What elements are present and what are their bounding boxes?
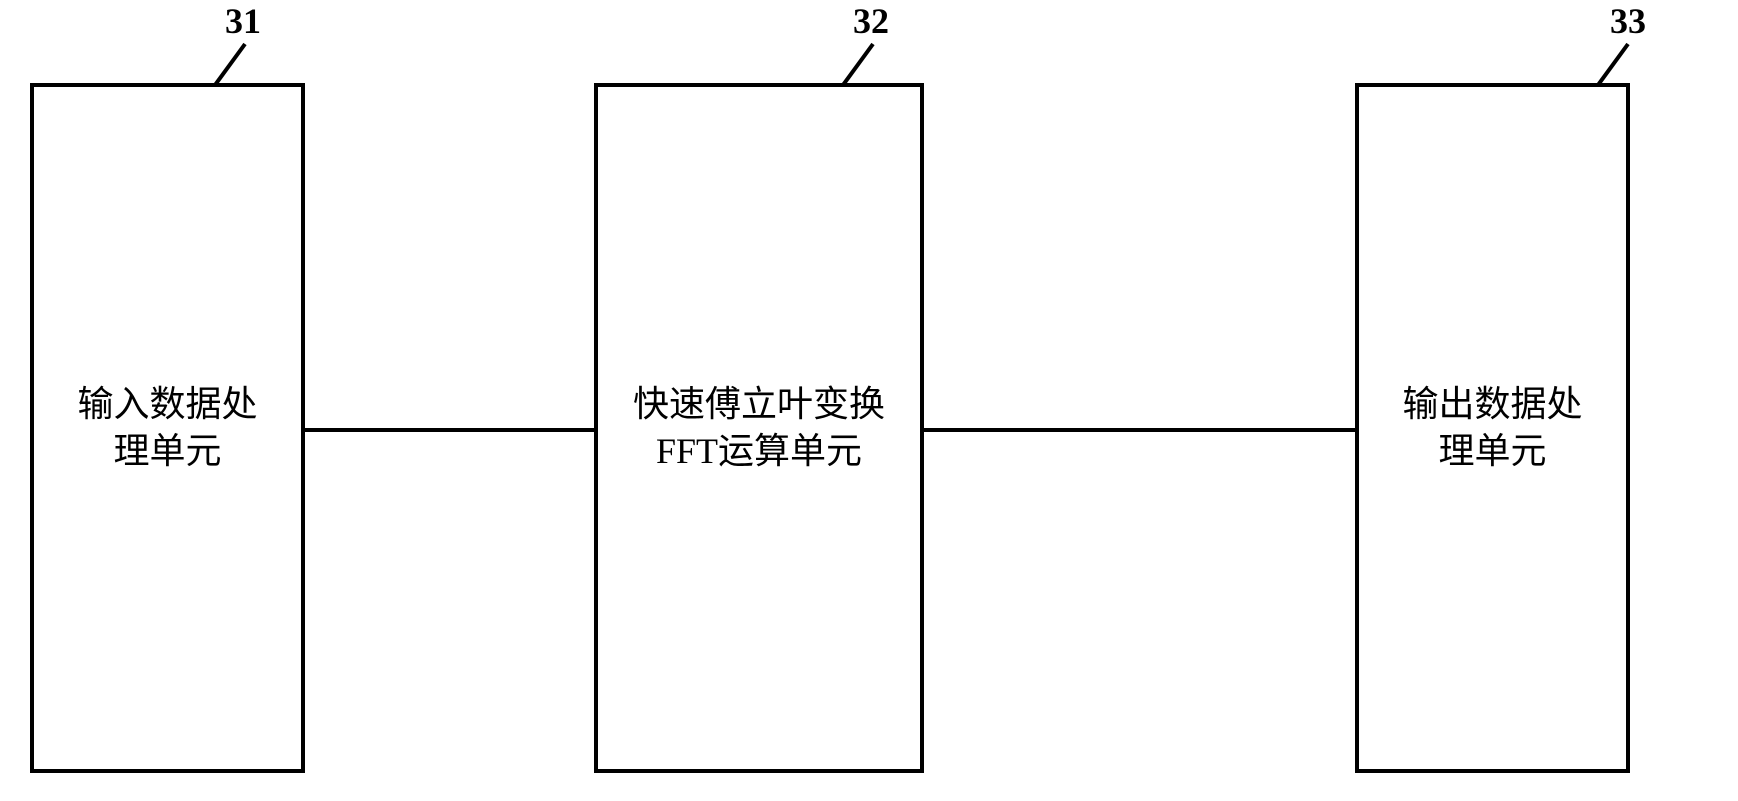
connector-2 — [924, 428, 1355, 432]
box-fft-text: 快速傅立叶变换FFT运算单元 — [623, 381, 895, 475]
box-output-unit: 输出数据处理单元 — [1355, 83, 1630, 773]
callout-33 — [1596, 43, 1629, 86]
label-31: 31 — [225, 0, 261, 42]
connector-1 — [305, 428, 594, 432]
box-output-text: 输出数据处理单元 — [1392, 381, 1592, 475]
box-fft-unit: 快速傅立叶变换FFT运算单元 — [594, 83, 924, 773]
box-input-unit: 输入数据处理单元 — [30, 83, 305, 773]
label-33: 33 — [1610, 0, 1646, 42]
box-input-text: 输入数据处理单元 — [67, 381, 267, 475]
label-32: 32 — [853, 0, 889, 42]
callout-31 — [213, 43, 246, 86]
callout-32 — [841, 43, 874, 86]
